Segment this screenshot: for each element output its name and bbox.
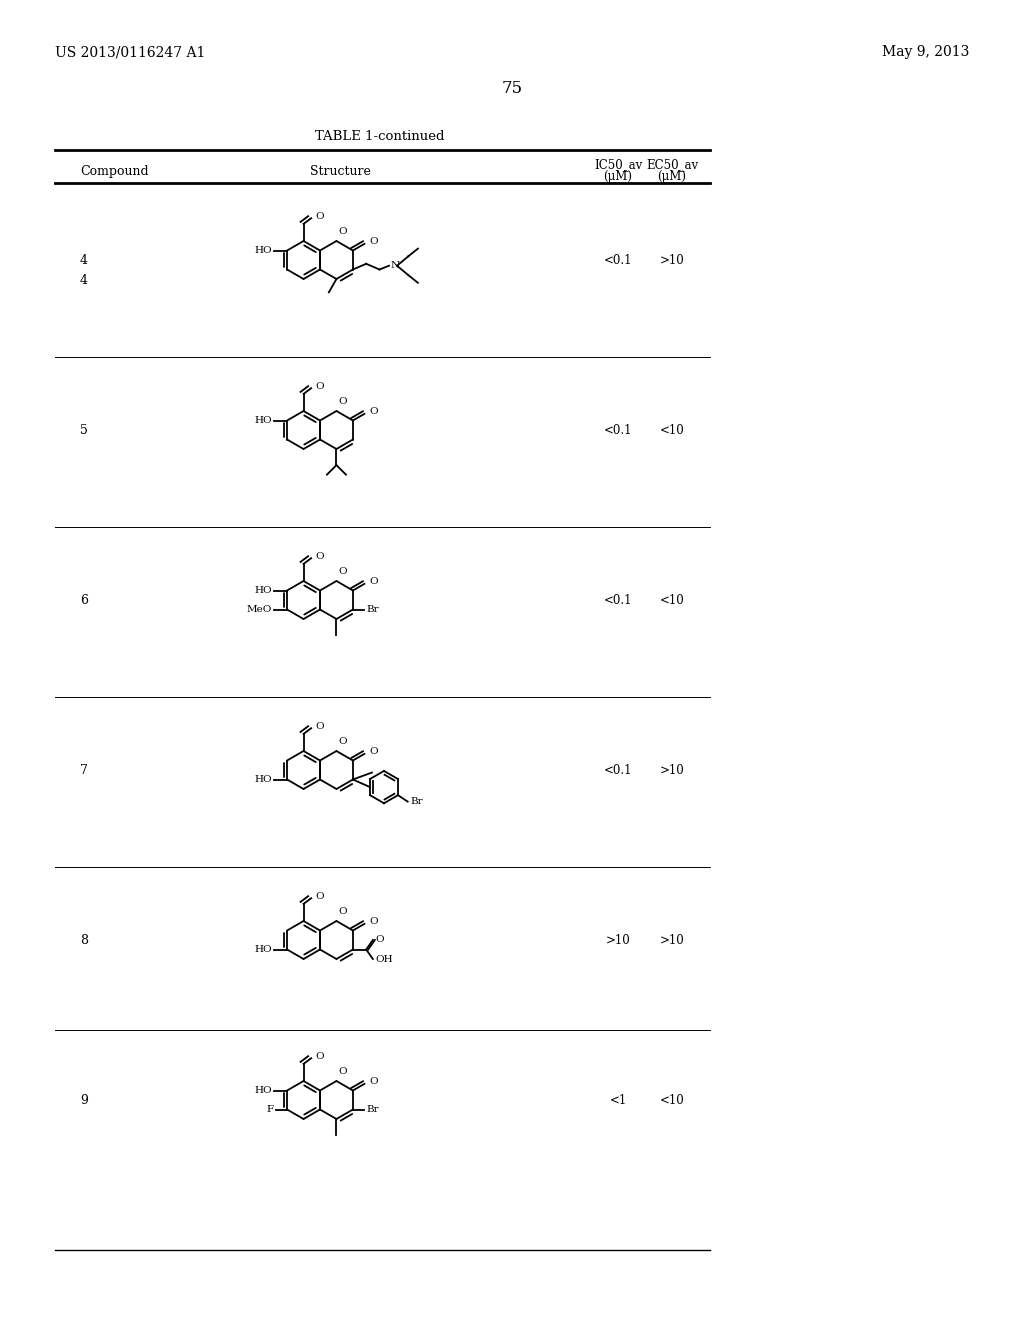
Text: 6: 6: [80, 594, 88, 606]
Text: >10: >10: [659, 763, 684, 776]
Text: O: O: [315, 381, 324, 391]
Text: IC50_av: IC50_av: [594, 158, 642, 172]
Text: O: O: [339, 568, 347, 576]
Text: O: O: [315, 1052, 324, 1061]
Text: <10: <10: [659, 424, 684, 437]
Text: (μM): (μM): [657, 170, 686, 183]
Text: US 2013/0116247 A1: US 2013/0116247 A1: [55, 45, 206, 59]
Text: <0.1: <0.1: [604, 424, 632, 437]
Text: O: O: [339, 907, 347, 916]
Text: HO: HO: [254, 1086, 271, 1096]
Text: O: O: [376, 936, 384, 945]
Text: <1: <1: [609, 1093, 627, 1106]
Text: O: O: [370, 917, 378, 927]
Text: N: N: [391, 261, 400, 271]
Text: O: O: [370, 238, 378, 247]
Text: O: O: [370, 577, 378, 586]
Text: (μM): (μM): [603, 170, 633, 183]
Text: O: O: [315, 211, 324, 220]
Text: HO: HO: [254, 945, 271, 954]
Text: <10: <10: [659, 594, 684, 606]
Text: 5: 5: [80, 424, 88, 437]
Text: O: O: [315, 552, 324, 561]
Text: >10: >10: [605, 933, 631, 946]
Text: Br: Br: [367, 1105, 379, 1114]
Text: HO: HO: [254, 586, 271, 595]
Text: <10: <10: [659, 1093, 684, 1106]
Text: O: O: [370, 1077, 378, 1086]
Text: O: O: [339, 227, 347, 236]
Text: O: O: [339, 397, 347, 407]
Text: HO: HO: [254, 416, 271, 425]
Text: HO: HO: [254, 246, 271, 255]
Text: Br: Br: [411, 797, 423, 807]
Text: Structure: Structure: [309, 165, 371, 178]
Text: OH: OH: [376, 954, 393, 964]
Text: MeO: MeO: [247, 605, 271, 614]
Text: 4: 4: [80, 273, 88, 286]
Text: 4: 4: [80, 253, 88, 267]
Text: Compound: Compound: [80, 165, 148, 178]
Text: 8: 8: [80, 933, 88, 946]
Text: EC50_av: EC50_av: [646, 158, 698, 172]
Text: <0.1: <0.1: [604, 594, 632, 606]
Text: O: O: [339, 737, 347, 746]
Text: O: O: [315, 892, 324, 900]
Text: O: O: [315, 722, 324, 731]
Text: 9: 9: [80, 1093, 88, 1106]
Text: >10: >10: [659, 253, 684, 267]
Text: >10: >10: [659, 933, 684, 946]
Text: 75: 75: [502, 81, 522, 96]
Text: 7: 7: [80, 763, 88, 776]
Text: Br: Br: [367, 605, 379, 614]
Text: O: O: [370, 747, 378, 756]
Text: May 9, 2013: May 9, 2013: [882, 45, 969, 59]
Text: HO: HO: [254, 775, 271, 784]
Text: O: O: [339, 1067, 347, 1076]
Text: TABLE 1-continued: TABLE 1-continued: [315, 129, 444, 143]
Text: <0.1: <0.1: [604, 763, 632, 776]
Text: F: F: [266, 1105, 273, 1114]
Text: O: O: [370, 408, 378, 416]
Text: <0.1: <0.1: [604, 253, 632, 267]
